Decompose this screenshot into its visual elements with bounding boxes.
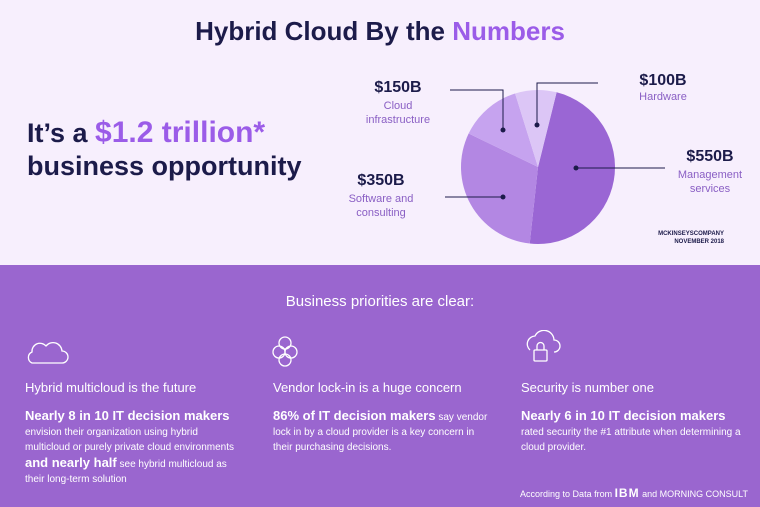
category-label: Hardware (639, 91, 687, 103)
leader-dot (500, 127, 506, 133)
headline: It’s a $1.2 trillion* business opportunit… (27, 116, 302, 183)
leader-dot (573, 165, 579, 171)
title: Hybrid Cloud By the Numbers (0, 16, 760, 47)
body-text: see hybrid multicloud as their long-term… (25, 459, 227, 485)
label-1: $350B Software and consulting (336, 172, 426, 222)
column-body: Nearly 8 in 10 IT decision makers envisi… (25, 408, 245, 487)
source: MCKINSEYSCOMPANY NOVEMBER 2018 (600, 230, 724, 246)
footer-and: and (642, 489, 658, 499)
brand-morning-consult: MORNING CONSULT (659, 489, 748, 499)
brand-ibm: IBM (614, 486, 640, 500)
section-title: Business priorities are clear: (285, 293, 475, 310)
footer-prefix: According to Data from (520, 489, 613, 499)
body-text: rated security the #1 attribute when det… (521, 427, 741, 453)
icons (27, 330, 561, 367)
category-label: Management services (677, 169, 743, 195)
body-text: say vendor lock in by a cloud provider i… (273, 412, 488, 453)
headline-prefix: It’s a (27, 118, 88, 148)
slices (460, 90, 616, 244)
value-label: $550B (686, 148, 734, 165)
priorities-section (0, 265, 760, 507)
body-text: and nearly half (25, 455, 117, 470)
pie-chart (445, 82, 665, 244)
pie-slice (515, 90, 557, 167)
headline-highlight: $1.2 trillion* (95, 116, 266, 149)
body-text: Nearly 6 in 10 IT decision makers (521, 408, 726, 423)
category-label: Software and consulting (348, 193, 414, 219)
pie-slice (529, 92, 616, 244)
value-label: $150B (374, 79, 422, 96)
label-3: $100B Hardware (618, 72, 708, 104)
title-text: Hybrid Cloud By the (195, 16, 445, 46)
leader-dot (500, 194, 506, 200)
column-body: 86% of IT decision makers say vendor loc… (273, 408, 493, 455)
leader-dot (534, 122, 540, 128)
column-heading: Vendor lock-in is a huge concern (273, 380, 462, 395)
body-text: envision their organization using hybrid… (25, 427, 234, 453)
source-line: MCKINSEYSCOMPANY (658, 231, 724, 237)
category-label: Cloud infrastructure (365, 100, 431, 126)
body-text: 86% of IT decision makers (273, 408, 436, 423)
footer: According to Data from IBM and MORNING C… (520, 486, 748, 500)
value-label: $100B (639, 72, 687, 89)
column-heading: Security is number one (521, 380, 654, 395)
body-text: Nearly 8 in 10 IT decision makers (25, 408, 230, 423)
column-body: Nearly 6 in 10 IT decision makers rated … (521, 408, 741, 455)
label-2: $150B Cloud infrastructure (353, 79, 443, 129)
source-line: NOVEMBER 2018 (674, 239, 724, 245)
column-heading: Hybrid multicloud is the future (25, 380, 197, 395)
headline-line2: business opportunity (27, 151, 302, 181)
label-0: $550B Management services (650, 148, 760, 198)
pie-slice (460, 133, 538, 244)
value-label: $350B (357, 172, 405, 189)
title-highlight: Numbers (452, 16, 565, 46)
